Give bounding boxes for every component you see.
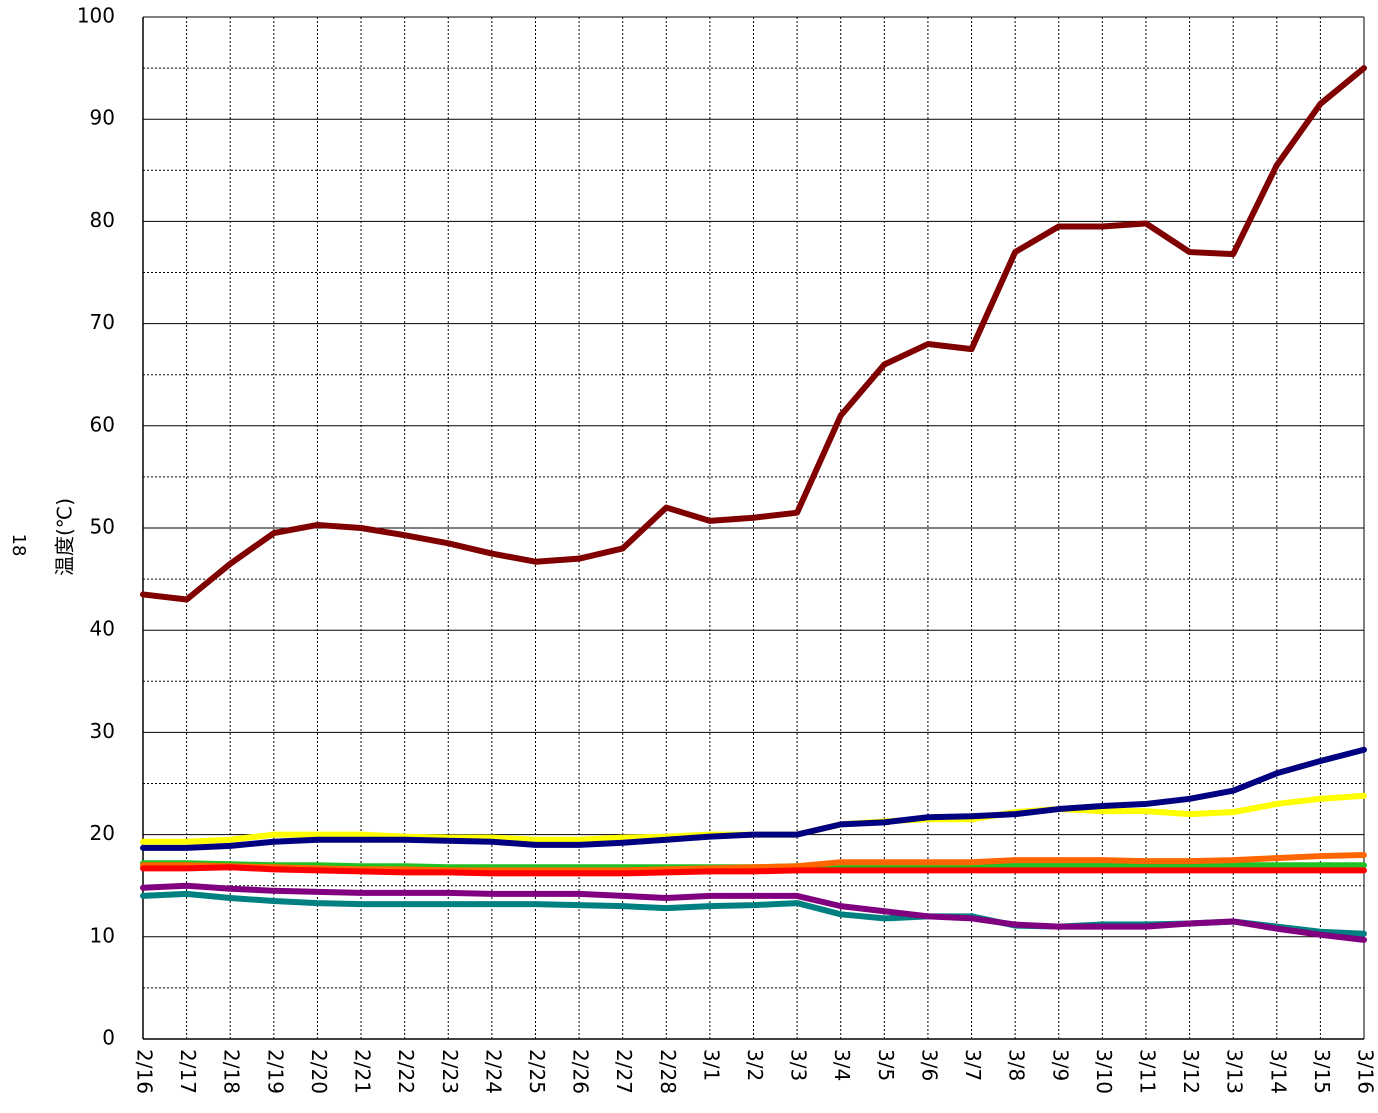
series-line	[140, 882, 1367, 943]
x-tick-label: 3/16	[1354, 1049, 1378, 1094]
y-tick-label: 50	[90, 515, 115, 539]
x-tick-label: 3/14	[1266, 1049, 1290, 1094]
x-tick-label: 2/27	[612, 1049, 636, 1094]
x-tick-label: 3/11	[1135, 1049, 1159, 1094]
x-tick-label: 2/17	[176, 1049, 200, 1094]
series-line	[140, 746, 1367, 851]
x-tick-label: 3/2	[743, 1049, 767, 1081]
x-tick-label: 3/4	[830, 1049, 854, 1081]
x-tick-label: 3/12	[1179, 1049, 1203, 1094]
x-tick-label: 2/28	[656, 1049, 680, 1094]
x-tick-label: 3/6	[917, 1049, 941, 1081]
x-tick-label: 2/25	[525, 1049, 549, 1094]
y-tick-label: 10	[90, 923, 115, 947]
x-tick-label: 3/9	[1048, 1049, 1072, 1081]
x-tick-label: 3/7	[961, 1049, 985, 1081]
y-tick-label: 80	[90, 208, 115, 232]
x-tick-label: 3/13	[1223, 1049, 1247, 1094]
x-tick-label: 3/1	[699, 1049, 723, 1081]
y-tick-label: 30	[90, 719, 115, 743]
y-tick-label: 100	[77, 4, 115, 28]
annotation: 18	[8, 534, 29, 557]
x-tick-label: 2/21	[351, 1049, 375, 1094]
y-tick-label: 60	[90, 412, 115, 436]
x-tick-label: 2/16	[133, 1049, 157, 1094]
y-axis-label: 温度(℃)	[53, 498, 77, 576]
x-tick-label: 2/19	[263, 1049, 287, 1094]
y-tick-label: 20	[90, 821, 115, 845]
x-tick-label: 2/23	[438, 1049, 462, 1094]
series-line	[140, 65, 1367, 603]
x-tick-label: 3/5	[874, 1049, 898, 1081]
y-tick-label: 40	[90, 617, 115, 641]
series-line	[140, 864, 1367, 877]
x-tick-label: 2/20	[307, 1049, 331, 1094]
x-tick-label: 3/3	[787, 1049, 811, 1081]
x-tick-label: 2/22	[394, 1049, 418, 1094]
x-tick-label: 2/26	[569, 1049, 593, 1094]
y-tick-label: 0	[102, 1026, 115, 1050]
x-tick-label: 3/10	[1092, 1049, 1116, 1094]
x-tick-label: 3/15	[1310, 1049, 1334, 1094]
x-tick-label: 2/24	[481, 1049, 505, 1094]
x-tick-label: 2/18	[220, 1049, 244, 1094]
y-tick-label: 90	[90, 106, 115, 130]
x-tick-label: 3/8	[1005, 1049, 1029, 1081]
y-tick-label: 70	[90, 310, 115, 334]
